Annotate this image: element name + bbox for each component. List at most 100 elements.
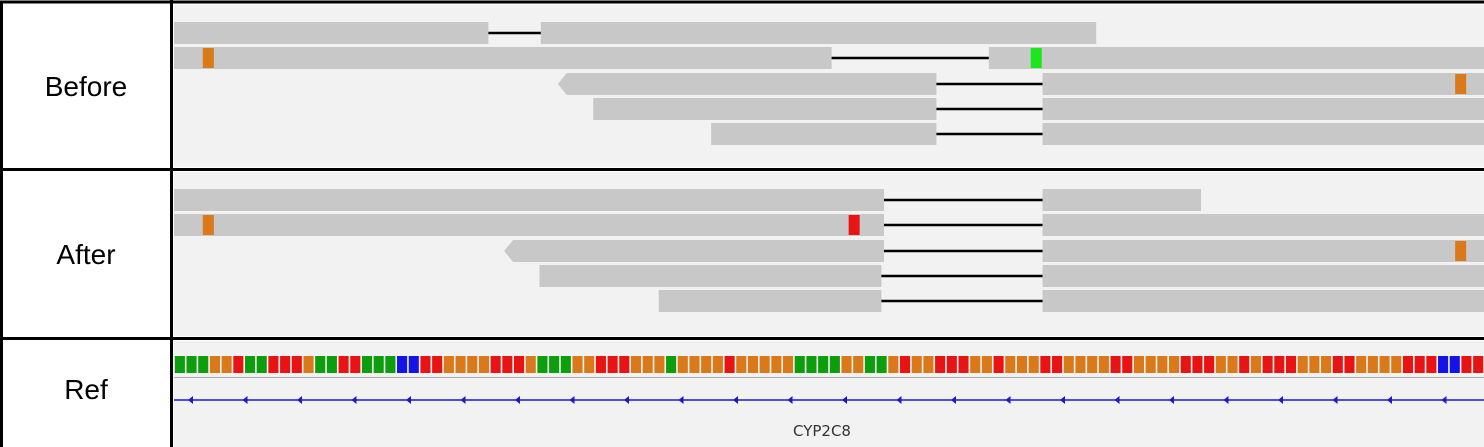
read-block <box>1042 290 1484 312</box>
mismatch-mark <box>1030 48 1042 68</box>
reference-base <box>221 356 232 373</box>
reference-base <box>911 356 922 373</box>
strand-arrow <box>297 396 302 404</box>
reference-base <box>1180 356 1191 373</box>
strand-arrow <box>1441 396 1447 404</box>
reference-base <box>397 356 408 373</box>
reference-base <box>1426 356 1437 373</box>
read-block <box>1042 189 1202 211</box>
reference-base <box>1297 356 1308 373</box>
reference-base <box>1063 356 1074 373</box>
reference-base <box>455 356 466 373</box>
reference-base <box>689 356 700 373</box>
reference-base <box>1052 356 1063 373</box>
read-block <box>658 290 882 312</box>
strand-arrow <box>406 396 411 404</box>
reference-base <box>595 356 606 373</box>
reference-base <box>1379 356 1390 373</box>
reference-base <box>572 356 583 373</box>
reference-base <box>1133 356 1145 373</box>
row-label-before: Before <box>44 71 128 102</box>
strand-arrow <box>1332 396 1338 404</box>
reference-base <box>525 356 536 373</box>
reference-base <box>818 356 829 373</box>
mismatch-mark <box>1455 74 1467 94</box>
reference-base <box>385 356 396 373</box>
reference-base <box>513 356 525 373</box>
reference-base <box>1438 356 1449 373</box>
strand-arrow <box>242 396 248 404</box>
reference-base <box>853 356 864 373</box>
strand-arrow <box>1278 396 1283 404</box>
read-block <box>1042 240 1484 262</box>
reference-base <box>701 356 712 373</box>
reference-base <box>233 356 244 373</box>
reference-base <box>1122 356 1133 373</box>
reference-base <box>443 356 454 373</box>
mismatch-mark <box>848 215 860 235</box>
read-block <box>504 240 885 262</box>
read-block <box>540 22 1097 44</box>
reference-base <box>1087 356 1098 373</box>
reference-base <box>958 356 969 373</box>
gene-name-label: CYP2C8 <box>793 422 851 440</box>
read-block <box>1042 98 1484 120</box>
reference-base <box>642 356 653 373</box>
reference-base <box>478 356 490 373</box>
reference-base <box>923 356 934 373</box>
before-reads <box>174 22 1484 145</box>
strand-arrow <box>1169 396 1174 404</box>
reference-base <box>899 356 911 373</box>
reference-base <box>724 356 735 373</box>
reference-base <box>1098 356 1109 373</box>
reference-base <box>268 356 279 373</box>
reference-base <box>829 356 840 373</box>
gene-track <box>174 396 1484 404</box>
reference-base <box>712 356 723 373</box>
reference-base <box>1075 356 1086 373</box>
strand-arrow <box>1060 396 1065 404</box>
reference-base <box>209 356 220 373</box>
reference-base <box>291 356 302 373</box>
reference-base <box>619 356 630 373</box>
reference-base <box>584 356 595 373</box>
reference-base <box>993 356 1004 373</box>
reference-base <box>174 356 185 373</box>
read-block <box>593 98 937 120</box>
reference-base <box>303 356 314 373</box>
mismatch-mark <box>202 48 214 68</box>
reference-base <box>981 356 992 373</box>
strand-arrow <box>787 396 793 404</box>
strand-arrow <box>460 396 466 404</box>
reference-base <box>420 356 431 373</box>
row-label-after: After <box>56 238 116 270</box>
read-block <box>1042 73 1484 95</box>
reference-base <box>1402 356 1414 373</box>
reference-base <box>1110 356 1121 373</box>
reference-base <box>408 356 419 373</box>
reference-base <box>1321 356 1332 373</box>
strand-arrow <box>188 396 193 404</box>
read-block <box>1042 265 1484 287</box>
reference-base <box>1239 356 1250 373</box>
reference-base <box>946 356 957 373</box>
reference-base <box>1391 356 1402 373</box>
reference-bases <box>174 356 1484 378</box>
reference-base <box>502 356 513 373</box>
reference-base <box>1028 356 1039 373</box>
read-block <box>174 47 832 69</box>
reference-base <box>666 356 677 373</box>
reference-base <box>1005 356 1016 373</box>
strand-arrow <box>515 396 520 404</box>
reference-base <box>771 356 782 373</box>
reference-base <box>1414 356 1425 373</box>
reference-base <box>876 356 887 373</box>
reference-base <box>935 356 946 373</box>
reference-base <box>256 356 267 373</box>
reference-base <box>1309 356 1320 373</box>
reference-base <box>747 356 759 373</box>
reference-base <box>1367 356 1378 373</box>
reference-base <box>244 356 256 373</box>
